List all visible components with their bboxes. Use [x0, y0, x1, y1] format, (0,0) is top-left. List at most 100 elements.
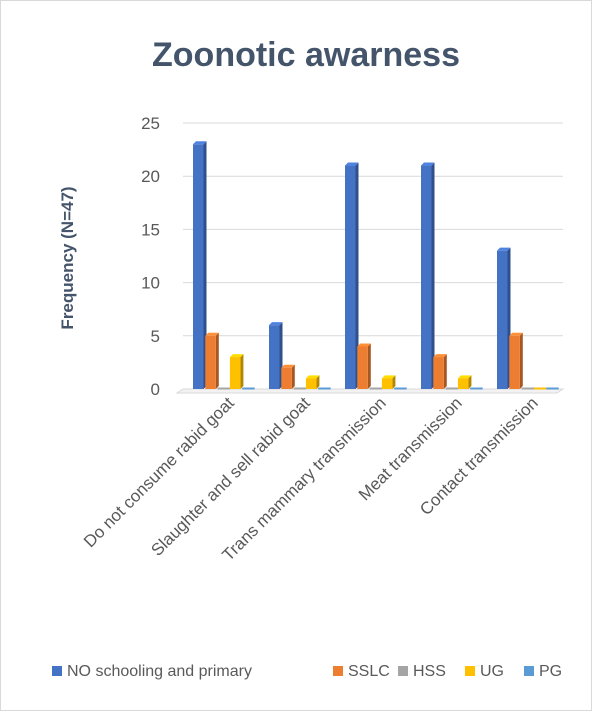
bar-zero: [217, 387, 231, 390]
bar-zero: [546, 387, 559, 390]
bar-front: [457, 378, 469, 389]
bar: [269, 322, 283, 389]
bar: [229, 354, 244, 389]
bar: [305, 375, 320, 389]
bar: [445, 387, 459, 390]
legend-swatch: [398, 666, 408, 676]
bar-zero: [394, 387, 407, 390]
bar-front: [205, 335, 216, 389]
bar: [433, 354, 447, 389]
legend-label: SSLC: [348, 663, 390, 680]
bar: [281, 364, 295, 389]
legend: NO schooling and primary SSLC HSS UG PG: [52, 663, 562, 680]
bar-top: [509, 332, 523, 336]
legend-swatch: [465, 666, 475, 676]
bar-side: [203, 141, 207, 389]
bar-front: [229, 357, 241, 389]
bar: [546, 387, 559, 390]
bar-side: [443, 354, 447, 389]
bar-side: [291, 364, 295, 389]
bar: [470, 387, 483, 390]
bar-front: [509, 335, 520, 389]
bar: [394, 387, 407, 390]
bar-side: [316, 375, 320, 389]
bar-zero: [318, 387, 331, 390]
bar-front: [281, 367, 292, 389]
legend-item: PG: [524, 663, 562, 680]
y-tick-label: 5: [151, 327, 160, 346]
bar: [421, 162, 435, 389]
bar-front: [421, 165, 432, 389]
bar-top: [205, 332, 219, 336]
legend-item: UG: [465, 663, 504, 680]
legend-label: UG: [480, 663, 504, 680]
bar-zero: [521, 387, 535, 390]
bar-zero: [470, 387, 483, 390]
bar-top: [433, 354, 447, 358]
bar-front: [305, 378, 317, 389]
bar-side: [392, 375, 396, 389]
y-axis-label: Frequency (N=47): [58, 186, 77, 329]
bars: [193, 141, 559, 390]
bar-top: [357, 343, 371, 347]
legend-label: PG: [539, 663, 562, 680]
legend-item: SSLC: [333, 663, 390, 680]
legend-swatch: [52, 666, 62, 676]
bar-top: [193, 141, 207, 145]
bar-front: [193, 144, 204, 389]
y-tick-label: 20: [141, 167, 160, 186]
bar-top: [497, 247, 511, 251]
bar: [193, 141, 207, 389]
bar-front: [381, 378, 393, 389]
bar-front: [497, 250, 508, 389]
bar-top: [421, 162, 435, 166]
bar-top: [381, 375, 396, 379]
bar-top: [345, 162, 359, 166]
bar-front: [357, 346, 368, 389]
bar: [369, 387, 383, 390]
legend-swatch: [524, 666, 534, 676]
bar: [318, 387, 331, 390]
bar-zero: [242, 387, 255, 390]
bar-side: [519, 332, 523, 389]
legend-item: HSS: [398, 663, 446, 680]
x-tick-label: Slaughter and sell rabid goat: [147, 393, 314, 560]
legend-swatch: [333, 666, 343, 676]
bar-top: [305, 375, 320, 379]
bar: [381, 375, 396, 389]
y-axis-ticks: 0 5 10 15 20 25: [141, 114, 160, 399]
bar: [457, 375, 472, 389]
bar: [293, 387, 307, 390]
x-tick-label: Do not consume rabid goat: [80, 393, 238, 551]
bar: [521, 387, 535, 390]
y-tick-label: 25: [141, 114, 160, 133]
bar-zero: [533, 387, 547, 390]
bar-top: [457, 375, 472, 379]
bar: [242, 387, 255, 390]
bar-top: [281, 364, 295, 368]
bar-top: [229, 354, 244, 358]
bar: [509, 332, 523, 389]
chart-title: Zoonotic awarness: [152, 36, 460, 74]
legend-label: HSS: [413, 663, 446, 680]
bar: [357, 343, 371, 389]
bar-front: [269, 325, 280, 389]
bar-front: [345, 165, 356, 389]
bar-side: [367, 343, 371, 389]
legend-label: NO schooling and primary: [67, 663, 252, 680]
bar-top: [269, 322, 283, 326]
bar: [533, 387, 547, 390]
bar: [217, 387, 231, 390]
bar: [497, 247, 511, 389]
bar: [205, 332, 219, 389]
y-tick-label: 15: [141, 220, 160, 239]
bar-zero: [445, 387, 459, 390]
bar: [345, 162, 359, 389]
legend-item: NO schooling and primary: [52, 663, 252, 680]
bar-zero: [293, 387, 307, 390]
bar-side: [355, 162, 359, 389]
bar-side: [240, 354, 244, 389]
